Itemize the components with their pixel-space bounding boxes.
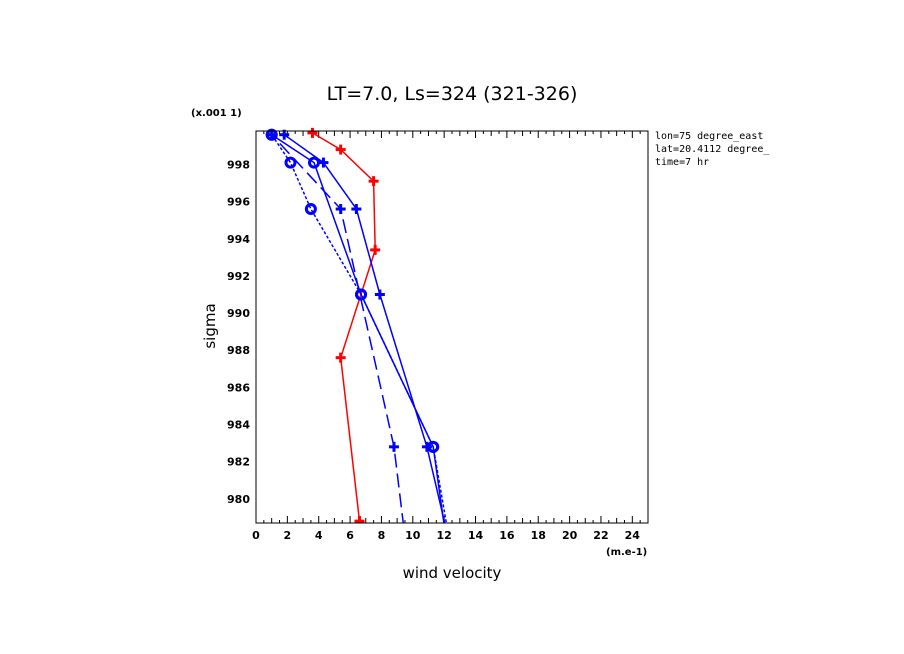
series-line-1: [312, 132, 376, 522]
series-layer: [265, 127, 448, 523]
series-2-point: [374, 289, 385, 300]
x-tick-label: 8: [378, 529, 386, 542]
x-tick-label: 2: [284, 529, 292, 542]
x-tick-label: 4: [315, 529, 323, 542]
y-tick-label: 984: [227, 419, 250, 432]
plot-frame: [255, 130, 649, 524]
series-line-5: [271, 134, 448, 523]
x-axis-label: wind velocity: [403, 564, 502, 582]
y-tick-label: 990: [227, 307, 250, 320]
x-unit-label: (m.e-1): [606, 547, 647, 558]
info-line-lon: lon=75 degree_east: [655, 131, 763, 142]
series-2-point: [421, 441, 432, 452]
x-tick-label: 18: [531, 529, 546, 542]
y-axis-label: sigma: [201, 303, 219, 348]
series-5-point: [355, 288, 368, 301]
y-tick-label: 982: [227, 456, 250, 469]
series-3-point: [308, 156, 321, 169]
chart-title: LT=7.0, Ls=324 (321-326): [327, 83, 578, 105]
y-tick-label: 988: [227, 344, 250, 357]
series-5-point: [284, 156, 297, 169]
series-line-3: [271, 134, 445, 523]
x-tick-label: 16: [499, 529, 515, 542]
axis-ticks: 0 2 4 6 8 10 12 14 16 18 20 22 249809829849869889909…: [227, 131, 649, 542]
series-4-point: [388, 441, 399, 452]
x-tick-label: 20: [562, 529, 578, 542]
x-tick-label: 24: [625, 529, 641, 542]
series-1-point: [307, 127, 318, 138]
series-1-point: [354, 516, 365, 523]
x-tick-label: 22: [593, 529, 608, 542]
series-2-point: [318, 157, 329, 168]
info-line-time: time=7 hr: [655, 157, 709, 168]
series-2-point: [351, 204, 362, 215]
series-4-point: [335, 204, 346, 215]
series-5-point: [427, 440, 440, 453]
series-1-point: [368, 176, 379, 187]
x-tick-label: 12: [437, 529, 452, 542]
y-tick-label: 986: [227, 381, 250, 394]
series-line-4: [271, 134, 404, 523]
x-tick-label: 6: [346, 529, 354, 542]
y-tick-label: 992: [227, 270, 250, 283]
y-tick-label: 994: [227, 233, 250, 246]
y-tick-label: 998: [227, 158, 250, 171]
x-tick-label: 0: [252, 529, 260, 542]
y-scale-label: (x.001 1): [191, 108, 242, 119]
x-tick-label: 10: [405, 529, 421, 542]
series-5-point: [265, 128, 278, 141]
series-1-point: [370, 244, 381, 255]
y-tick-label: 980: [227, 493, 250, 506]
y-tick-label: 996: [227, 196, 250, 209]
series-1-point: [335, 352, 346, 363]
series-1-point: [335, 144, 346, 155]
series-5-point: [304, 203, 317, 216]
x-tick-label: 14: [468, 529, 484, 542]
info-line-lat: lat=20.4112 degree_: [655, 144, 770, 155]
